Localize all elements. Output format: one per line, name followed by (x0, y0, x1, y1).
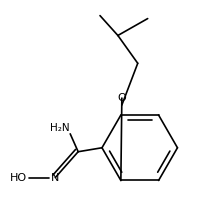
Text: O: O (117, 93, 126, 103)
Text: H₂N: H₂N (50, 123, 70, 133)
Text: HO: HO (10, 173, 27, 183)
Text: N: N (51, 173, 59, 183)
